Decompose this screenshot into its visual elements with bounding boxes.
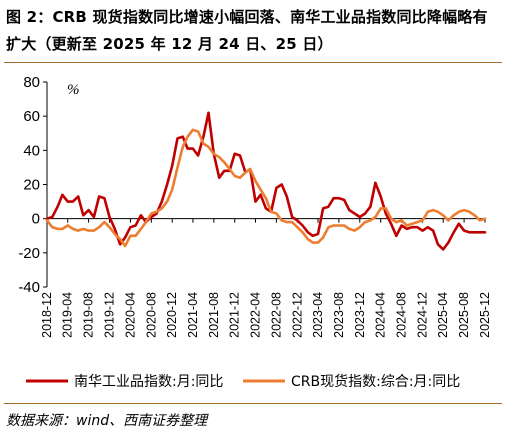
- y-tick-label: 40: [23, 142, 40, 159]
- x-tick-label: 2021-12: [228, 292, 242, 338]
- x-tick-label: 2019-12: [103, 292, 117, 338]
- x-tick-label: 2018-12: [40, 292, 54, 338]
- data-source-note: 数据来源：wind、西南证券整理: [6, 413, 208, 429]
- footer-divider: [4, 403, 502, 404]
- series-line-crb: [45, 128, 487, 248]
- y-tick-label: 80: [23, 74, 40, 91]
- y-axis-unit-label: %: [67, 82, 80, 98]
- x-tick-label: 2025-04: [436, 292, 450, 338]
- x-tick-label: 2024-04: [374, 292, 388, 338]
- series-lines: [45, 111, 487, 251]
- x-tick-label: 2021-08: [207, 292, 221, 338]
- y-tick-label: 20: [23, 177, 40, 194]
- x-tick-label: 2020-12: [165, 292, 179, 338]
- x-tick-label: 2023-04: [311, 292, 325, 338]
- legend-label-nanhua: 南华工业品指数:月:同比: [74, 374, 223, 390]
- x-tick-label: 2024-08: [395, 292, 409, 338]
- y-tick-label: 60: [23, 108, 40, 125]
- x-tick-label: 2022-12: [290, 292, 304, 338]
- y-tick-label: -40: [18, 279, 40, 296]
- x-tick-label: 2022-04: [248, 292, 262, 338]
- x-axis-ticks: 2018-12 2019-04 2019-08 2019-12 2020-04 2020-…: [40, 218, 492, 338]
- x-tick-label: 2020-04: [123, 292, 137, 338]
- chart-axes: [46, 82, 485, 287]
- legend-label-crb: CRB现货指数:综合:月:同比: [291, 373, 460, 390]
- x-tick-label: 2025-12: [478, 292, 492, 338]
- x-tick-label: 2021-04: [186, 292, 200, 338]
- y-tick-label: 0: [32, 211, 40, 228]
- x-tick-label: 2019-08: [82, 292, 96, 338]
- x-tick-label: 2023-08: [332, 292, 346, 338]
- series-line-nanhua: [45, 111, 487, 251]
- title-divider: [4, 62, 502, 63]
- figure-title: 图 2：CRB 现货指数同比增速小幅回落、南华工业品指数同比降幅略有扩大（更新至…: [6, 8, 488, 53]
- x-tick-label: 2025-08: [457, 292, 471, 338]
- x-tick-label: 2022-08: [269, 292, 283, 338]
- x-tick-label: 2023-12: [353, 292, 367, 338]
- y-axis-ticks: -40 -20 0 20 40 60 80: [18, 74, 47, 296]
- x-tick-label: 2020-08: [144, 292, 158, 338]
- legend: 南华工业品指数:月:同比 CRB现货指数:综合:月:同比: [26, 373, 460, 390]
- x-tick-label: 2019-04: [61, 292, 75, 338]
- x-tick-label: 2024-12: [415, 292, 429, 338]
- y-tick-label: -20: [18, 245, 40, 262]
